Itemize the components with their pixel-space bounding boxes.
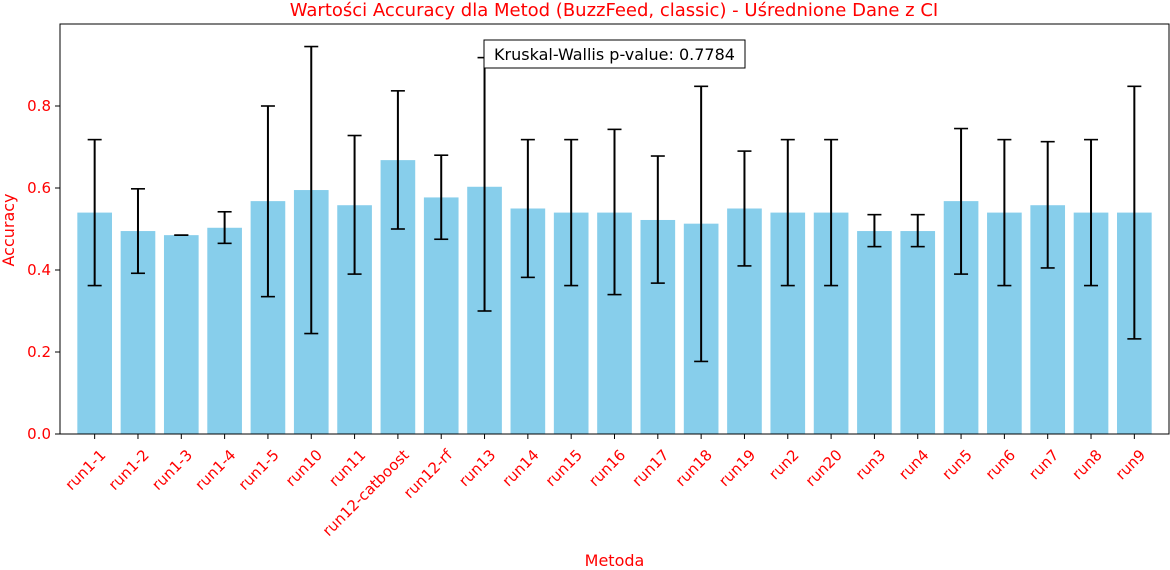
x-tick-label: run4: [895, 446, 932, 483]
x-tick-label: run7: [1025, 446, 1062, 483]
bars-layer: [77, 160, 1152, 434]
x-tick-label: run2: [765, 446, 802, 483]
errorbars-layer: [87, 45, 1142, 363]
x-tick-label: run17: [629, 446, 673, 490]
x-tick-label: run8: [1068, 446, 1105, 483]
bar: [857, 231, 892, 434]
x-tick-label: run20: [802, 446, 846, 490]
x-tick-label: run16: [585, 446, 629, 490]
y-tick-label: 0.2: [27, 343, 51, 361]
bar: [163, 235, 199, 434]
x-tick-label: run15: [542, 446, 586, 490]
chart-title: Wartości Accuracy dla Metod (BuzzFeed, c…: [290, 0, 938, 21]
y-axis-ticks: 0.0 0.2 0.4 0.6 0.8: [27, 97, 60, 443]
x-axis-label: Metoda: [585, 551, 645, 570]
x-tick-label: run14: [499, 446, 543, 490]
x-tick-label: run5: [939, 446, 976, 483]
x-tick-label: run6: [982, 446, 1019, 483]
annotation-frame: [483, 39, 746, 69]
x-tick-label: run1-3: [148, 446, 196, 494]
x-tick-label: run9: [1112, 446, 1149, 483]
x-tick-label: run1-2: [105, 446, 153, 494]
x-tick-label: run12-rf: [400, 446, 456, 502]
y-tick-label: 0.0: [27, 425, 51, 443]
x-tick-label: run10: [282, 446, 326, 490]
x-tick-label: run3: [852, 446, 889, 483]
y-tick-label: 0.8: [27, 97, 51, 115]
x-tick-label: run19: [715, 446, 759, 490]
bar: [207, 227, 242, 434]
x-tick-label: run1-1: [62, 446, 110, 494]
x-tick-label: run1-5: [235, 446, 283, 494]
annotation-box: Kruskal-Wallis p-value: 0.7784: [483, 39, 746, 69]
y-axis-label: Accuracy: [0, 193, 18, 266]
x-tick-label: run1-4: [192, 446, 240, 494]
y-tick-label: 0.4: [27, 261, 51, 279]
bar: [900, 231, 936, 434]
annotation-text: Kruskal-Wallis p-value: 0.7784: [494, 45, 735, 64]
x-tick-label: run18: [672, 446, 716, 490]
y-tick-label: 0.6: [27, 179, 51, 197]
x-tick-label: run13: [455, 446, 499, 490]
